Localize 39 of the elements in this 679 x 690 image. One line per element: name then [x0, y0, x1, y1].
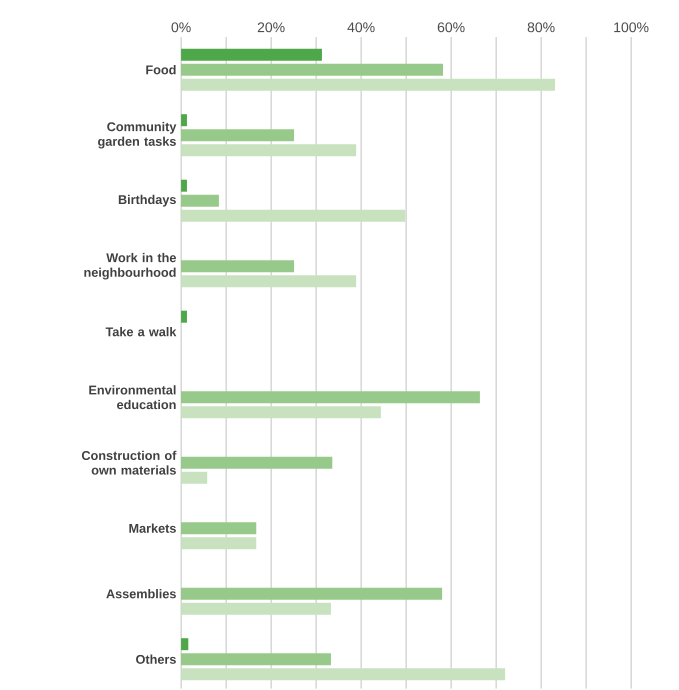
y-tick-label: Take a walk [106, 327, 176, 336]
y-tick-label: Food [146, 65, 176, 74]
bar [181, 522, 256, 534]
y-tick-label: Birthdays [118, 194, 176, 207]
bar [181, 472, 208, 484]
y-tick-label: Community garden tasks [98, 122, 176, 148]
x-tick-label: 20% [258, 22, 285, 32]
bar [181, 310, 187, 323]
bar [181, 210, 406, 222]
bar [181, 638, 188, 650]
x-tick-label: 80% [528, 22, 555, 32]
bar [181, 78, 556, 91]
bar [181, 114, 187, 126]
bar [181, 144, 356, 156]
bar [181, 588, 442, 600]
y-tick-label: Work in the neighbourhood [84, 252, 176, 280]
y-tick-label: Assemblies [106, 589, 176, 598]
y-tick-label: Others [136, 654, 176, 664]
bar [181, 275, 356, 288]
x-tick-label: 0% [171, 22, 191, 32]
bar [181, 260, 294, 272]
y-tick-label: Environmental education [89, 385, 176, 410]
bar [181, 456, 332, 469]
bar [181, 48, 322, 61]
y-tick-label: Construction of own materials [82, 450, 176, 475]
bar [181, 602, 331, 615]
bar [181, 391, 480, 404]
bar [181, 129, 294, 142]
y-tick-label: Markets [129, 524, 176, 533]
bar [181, 64, 443, 76]
bar [181, 194, 219, 207]
bar [181, 180, 187, 192]
bar [181, 653, 331, 666]
x-tick-label: 40% [347, 22, 375, 32]
bar [181, 406, 381, 418]
x-tick-label: 100% [614, 22, 648, 32]
bar [181, 537, 256, 550]
bar [181, 668, 506, 680]
x-tick-label: 60% [438, 22, 465, 32]
